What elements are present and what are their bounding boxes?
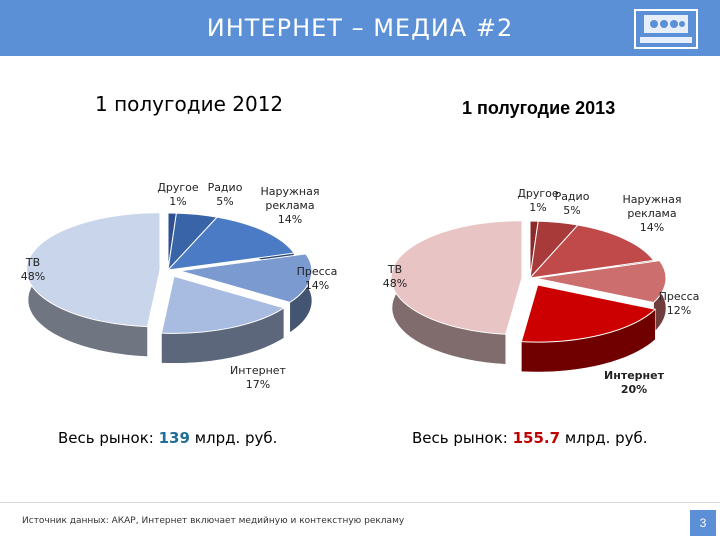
label-2012-internet: Интернет 17% <box>230 364 286 391</box>
source-note: Источник данных: АКАР, Интернет включает… <box>22 516 405 526</box>
pie-0-slice-5 <box>25 212 161 328</box>
pie-1-slice-3 <box>535 260 667 304</box>
pie-1 <box>390 220 667 373</box>
label-2012-outdoor: Наружная реклама 14% <box>260 185 320 226</box>
pie-0-slice-4 <box>160 275 286 334</box>
pie-1-slice-4 <box>520 284 657 343</box>
footer-divider <box>0 502 720 503</box>
header-bar: ИНТЕРНЕТ – МЕДИА #2 <box>0 0 720 56</box>
pie-1-slice-5 <box>390 220 523 335</box>
pie-0-slice-3 <box>179 253 313 303</box>
chart-title-2013: 1 полугодие 2013 <box>462 98 616 118</box>
pie-0-slice-2 <box>166 216 295 271</box>
theater-logo-icon <box>634 9 698 49</box>
label-2013-press: Пресса 12% <box>658 290 700 317</box>
total-market-2012: Весь рынок: 139 млрд. руб. <box>58 429 278 447</box>
label-2012-radio: Радио 5% <box>207 181 243 208</box>
label-2013-other: Другое 1% <box>517 187 559 214</box>
label-2012-press: Пресса 14% <box>296 265 338 292</box>
page-title: ИНТЕРНЕТ – МЕДИА #2 <box>206 14 514 42</box>
label-2013-radio: Радио 5% <box>554 190 590 217</box>
total-market-2013: Весь рынок: 155.7 млрд. руб. <box>412 429 648 447</box>
label-2013-outdoor: Наружная реклама 14% <box>622 193 682 234</box>
label-2012-tv: ТВ 48% <box>20 256 46 283</box>
pie-1-slice-2 <box>528 224 655 279</box>
label-2013-tv: ТВ 48% <box>382 263 408 290</box>
label-2012-other: Другое 1% <box>157 181 199 208</box>
page-number: 3 <box>690 510 716 536</box>
chart-title-2012: 1 полугодие 2012 <box>95 92 284 116</box>
pie-0 <box>25 212 313 364</box>
label-2013-internet: Интернет 20% <box>604 369 664 396</box>
